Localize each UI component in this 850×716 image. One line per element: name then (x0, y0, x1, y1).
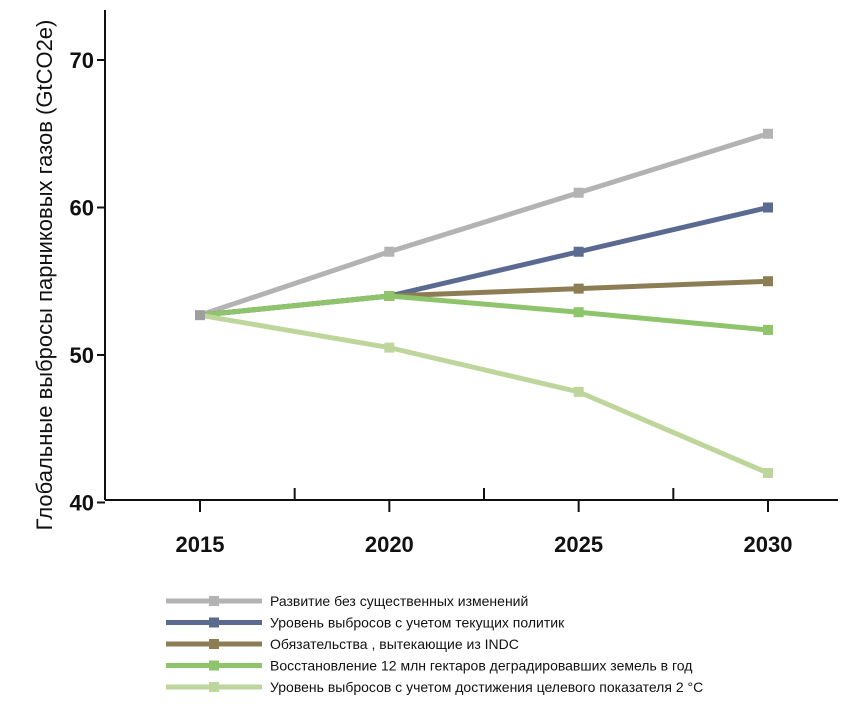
y-axis-title-group: Глобальные выбросы парниковых газов (GtC… (32, 20, 57, 531)
y-axis-title: Глобальные выбросы парниковых газов (GtC… (32, 20, 57, 531)
legend-label-2: Уровень выбросов с учетом текущих полити… (270, 615, 565, 631)
series-1-marker (384, 246, 395, 257)
series-1-marker (762, 128, 773, 139)
series-5-marker (573, 386, 584, 397)
legend-marker-5 (209, 682, 219, 692)
axis-ticks: 40 50 60 70 2015 2020 2025 2030 (70, 48, 793, 557)
legend-label-5: Уровень выбросов с учетом достижения цел… (270, 679, 703, 695)
x-tick-label-2030: 2030 (744, 532, 793, 557)
y-tick-label-50: 50 (70, 343, 94, 368)
series-3-marker (573, 283, 584, 294)
series-line-5 (199, 312, 769, 476)
legend-label-1: Развитие без существенных изменений (270, 593, 528, 609)
legend: Развитие без существенных изменений Урове… (166, 593, 703, 695)
legend-marker-1 (209, 596, 219, 606)
series-line-4 (199, 293, 769, 333)
x-tick-label-2020: 2020 (365, 532, 414, 557)
x-tick-label-2015: 2015 (176, 532, 225, 557)
series-line-1 (199, 131, 769, 318)
start-marker (195, 310, 205, 321)
axes (104, 10, 838, 501)
series-1-marker (573, 187, 584, 198)
y-tick-label-60: 60 (70, 196, 94, 221)
series-5-marker (384, 342, 395, 353)
y-tick-label-40: 40 (70, 491, 94, 516)
legend-marker-4 (209, 660, 219, 671)
series-4-marker (762, 324, 773, 335)
series-lines (195, 128, 773, 478)
x-tick-label-2025: 2025 (554, 532, 603, 557)
legend-marker-2 (209, 617, 219, 628)
series-2-marker (762, 202, 773, 213)
series-2-marker (573, 246, 584, 257)
legend-marker-3 (209, 639, 219, 649)
series-4-marker (573, 307, 584, 318)
legend-label-4: Восстановление 12 млн гектаров деградиро… (270, 658, 692, 674)
legend-label-3: Обязательства , вытекающие из INDC (270, 636, 519, 652)
series-3-marker (762, 276, 773, 287)
y-tick-label-70: 70 (70, 48, 94, 73)
series-5-marker (762, 468, 773, 478)
series-4-marker (384, 291, 395, 301)
